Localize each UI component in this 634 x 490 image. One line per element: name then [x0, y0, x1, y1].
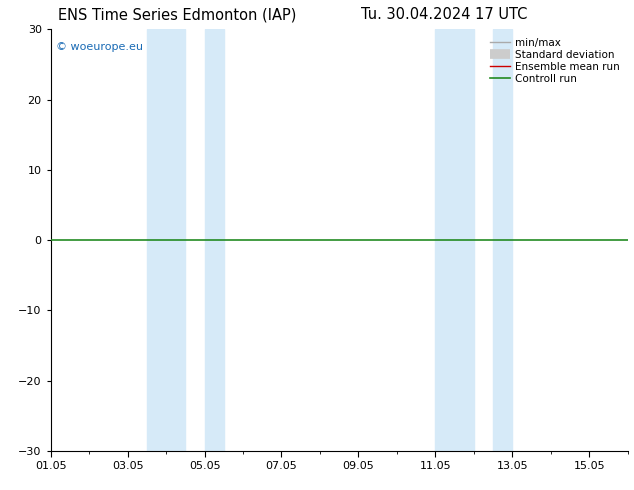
Bar — [205, 29, 224, 451]
Text: Tu. 30.04.2024 17 UTC: Tu. 30.04.2024 17 UTC — [361, 7, 527, 23]
Text: © woeurope.eu: © woeurope.eu — [56, 42, 143, 52]
Bar — [436, 29, 474, 451]
Bar — [147, 29, 185, 451]
Bar — [493, 29, 512, 451]
Text: ENS Time Series Edmonton (IAP): ENS Time Series Edmonton (IAP) — [58, 7, 297, 23]
Legend: min/max, Standard deviation, Ensemble mean run, Controll run: min/max, Standard deviation, Ensemble me… — [486, 35, 623, 87]
